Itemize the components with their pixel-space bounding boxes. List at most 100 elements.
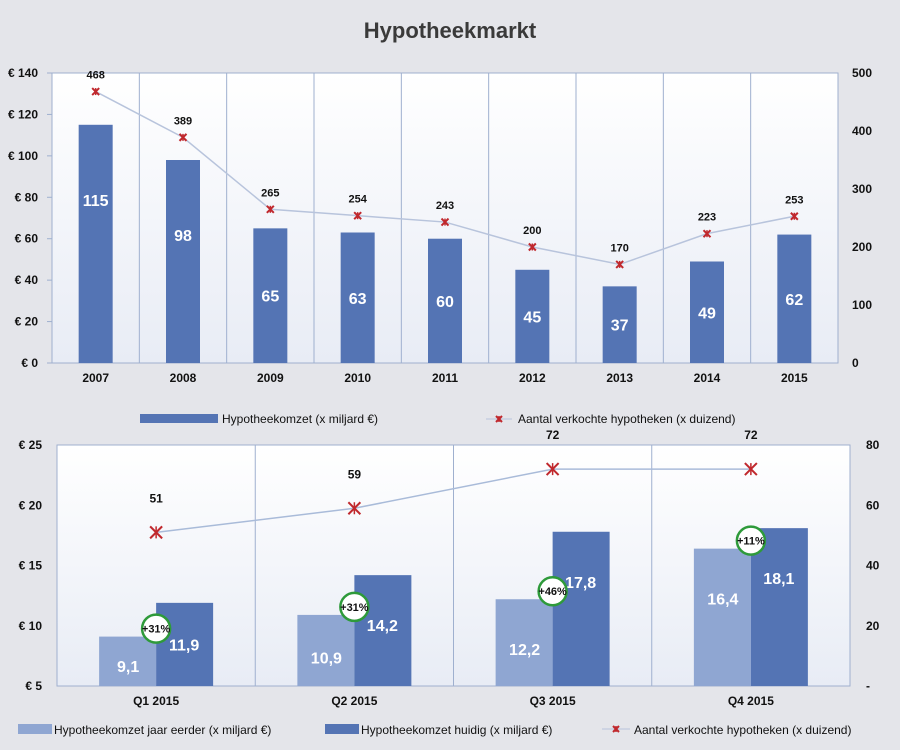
bar: [253, 228, 288, 363]
bar: [602, 286, 637, 363]
legend-marker: [612, 725, 620, 733]
y2-tick-label: 60: [866, 498, 880, 512]
bar: [777, 234, 812, 363]
line-marker: [440, 217, 450, 227]
y2-tick-label: 400: [852, 124, 872, 138]
growth-badge: [339, 591, 370, 623]
y-tick-label: € 80: [15, 190, 39, 204]
line-value-label: 254: [348, 194, 367, 206]
x-tick-label: 2013: [606, 371, 633, 385]
x-tick-label: 2014: [694, 371, 721, 385]
bar-value-label: 18,1: [763, 571, 794, 588]
bar-value-label: 16,4: [707, 592, 738, 609]
bar: [428, 238, 462, 363]
line-marker: [149, 525, 163, 540]
bar-value-label: 9,1: [117, 659, 139, 676]
legend-label-line: Aantal verkochte hypotheken (x duizend): [518, 412, 735, 426]
line-value-label: 200: [523, 225, 541, 237]
legend-label-current: Hypotheekomzet huidig (x miljard €): [361, 723, 552, 737]
line-series: [156, 468, 751, 534]
bar: [78, 124, 113, 364]
bar-previous-year: [297, 614, 355, 686]
bar-previous-year: [99, 636, 157, 686]
line-marker: [744, 462, 758, 476]
bar-value-label: 17,8: [565, 575, 596, 592]
bar-value-label: 115: [83, 193, 109, 210]
x-tick-label: 2010: [344, 371, 371, 385]
legend-swatch-current: [325, 724, 359, 734]
x-tick-label: 2009: [257, 371, 284, 385]
bar: [515, 269, 550, 363]
bar: [690, 261, 724, 363]
growth-badge-label: +46%: [538, 586, 567, 598]
bar: [166, 160, 200, 363]
x-tick-label: Q1 2015: [133, 694, 179, 708]
growth-badge: [140, 613, 172, 644]
growth-badge: [735, 525, 767, 556]
line-marker: [702, 229, 712, 238]
y-tick-label: € 25: [19, 438, 43, 452]
bar-value-label: 12,2: [509, 642, 540, 659]
x-tick-label: Q3 2015: [530, 694, 576, 708]
bar-current: [354, 575, 412, 686]
y-tick-label: € 10: [19, 619, 43, 633]
y2-tick-label: 0: [852, 356, 859, 370]
line-value-label: 72: [546, 428, 560, 442]
legend-label-line: Aantal verkochte hypotheken (x duizend): [634, 723, 851, 737]
bar-value-label: 10,9: [311, 651, 342, 668]
y-tick-label: € 20: [15, 315, 39, 329]
bar-value-label: 14,2: [367, 618, 398, 635]
annual-chart: € 0 € 20 € 40 € 60 € 80 € 100 € 120 € 140 0 100 20…: [8, 66, 872, 426]
y-tick-label: € 100: [8, 149, 38, 163]
y2-tick-label: 500: [852, 66, 872, 80]
y2-tick-label: 40: [866, 559, 880, 573]
line-marker: [347, 501, 362, 515]
growth-badge-label: +31%: [340, 602, 369, 614]
x-tick-label: 2008: [170, 371, 197, 385]
y-tick-label: € 60: [15, 232, 39, 246]
legend-label-previous: Hypotheekomzet jaar eerder (x miljard €): [54, 723, 271, 737]
bar-value-label: 45: [523, 309, 541, 326]
y2-tick-label: 20: [866, 619, 880, 633]
bar-value-label: 11,9: [169, 637, 199, 654]
line-marker: [266, 205, 275, 214]
bar-value-label: 63: [349, 291, 367, 308]
line-value-label: 223: [698, 212, 716, 224]
x-tick-label: Q4 2015: [728, 694, 774, 708]
line-value-label: 243: [436, 200, 454, 212]
x-tick-label: 2011: [432, 371, 458, 385]
legend-swatch-previous: [18, 724, 52, 734]
line-value-label: 389: [174, 115, 192, 127]
line-value-label: 51: [149, 491, 163, 505]
line-marker: [178, 133, 188, 142]
line-marker: [615, 260, 624, 269]
growth-badge: [537, 575, 568, 607]
legend-swatch-bar: [140, 414, 218, 423]
chart-title: Hypotheekmarkt: [364, 18, 537, 43]
bar-current: [552, 531, 610, 686]
line-value-label: 265: [261, 187, 279, 199]
y-tick-label: € 0: [21, 356, 38, 370]
y-tick-label: € 40: [15, 273, 39, 287]
line-marker: [528, 242, 537, 252]
line-value-label: 59: [348, 467, 362, 481]
bar: [340, 232, 375, 363]
line-marker: [353, 211, 362, 220]
y-tick-label: € 140: [8, 66, 38, 80]
y2-tick-label: 300: [852, 182, 872, 196]
growth-badge-label: +31%: [142, 624, 171, 636]
line-value-label: 72: [744, 428, 758, 442]
x-tick-label: Q2 2015: [331, 694, 377, 708]
line-value-label: 170: [610, 242, 628, 254]
bar-value-label: 60: [436, 294, 454, 311]
y2-tick-label: 200: [852, 240, 872, 254]
line-value-label: 468: [86, 70, 104, 82]
growth-badge-label: +11%: [737, 536, 765, 548]
bar-current: [750, 528, 808, 686]
y-tick-label: € 20: [19, 498, 43, 512]
legend-marker: [495, 415, 503, 423]
quarterly-chart: € 5 € 10 € 15 € 20 € 25 - 20 40 60 80 9,1 11,9 Q1 20…: [18, 428, 880, 737]
x-tick-label: 2007: [82, 371, 109, 385]
bar-value-label: 98: [174, 228, 192, 245]
